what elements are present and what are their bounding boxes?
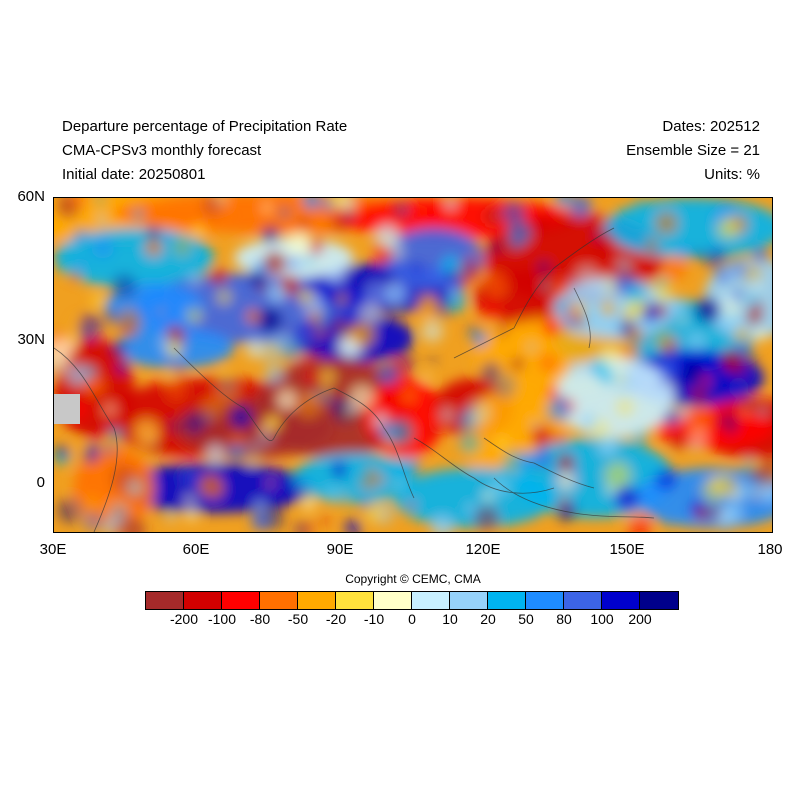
model-name: CMA-CPSv3 monthly forecast xyxy=(62,142,262,159)
colorbar-box xyxy=(184,592,222,609)
colorbar-tick-label: -200 xyxy=(169,611,199,627)
ensemble-size: Ensemble Size = 21 xyxy=(626,142,760,159)
colorbar-box xyxy=(526,592,564,609)
header-right: Dates: 202512 Ensemble Size = 21 Units: … xyxy=(626,115,760,187)
initial-date: Initial date: 20250801 xyxy=(62,166,206,183)
colorbar-box xyxy=(374,592,412,609)
forecast-dates: Dates: 202512 xyxy=(662,118,760,135)
colorbar-box xyxy=(260,592,298,609)
lat-label-30n: 30N xyxy=(17,331,45,348)
lon-label-120e: 120E xyxy=(465,541,501,558)
colorbar-tick-label: 50 xyxy=(518,611,534,627)
lon-label-30e: 30E xyxy=(39,541,67,558)
anomaly-field xyxy=(54,198,772,532)
colorbar-tick-label: 0 xyxy=(408,611,416,627)
precipitation-map xyxy=(53,197,773,533)
lat-label-0: 0 xyxy=(36,474,45,491)
colorbar-tick-label: 80 xyxy=(556,611,572,627)
colorbar-tick-label: -50 xyxy=(287,611,309,627)
lon-label-180: 180 xyxy=(757,541,783,558)
colorbar-box xyxy=(488,592,526,609)
colorbar-tick-label: -20 xyxy=(325,611,347,627)
colorbar-tick-label: 10 xyxy=(442,611,458,627)
colorbar-box xyxy=(450,592,488,609)
colorbar-box xyxy=(564,592,602,609)
colorbar-tick-label: -80 xyxy=(249,611,271,627)
colorbar xyxy=(145,591,679,610)
lon-label-60e: 60E xyxy=(182,541,210,558)
colorbar-box xyxy=(640,592,678,609)
chart-title: Departure percentage of Precipitation Ra… xyxy=(62,118,348,135)
colorbar-tick-label: 20 xyxy=(480,611,496,627)
colorbar-box xyxy=(298,592,336,609)
colorbar-tick-label: -100 xyxy=(207,611,237,627)
colorbar-box xyxy=(222,592,260,609)
colorbar-box xyxy=(146,592,184,609)
colorbar-box xyxy=(412,592,450,609)
copyright-notice: Copyright © CEMC, CMA xyxy=(345,572,481,586)
colorbar-tick-label: 200 xyxy=(628,611,652,627)
colorbar-tick-label: -10 xyxy=(363,611,385,627)
colorbar-tick-label: 100 xyxy=(590,611,614,627)
colorbar-box xyxy=(602,592,640,609)
lon-label-150e: 150E xyxy=(609,541,645,558)
header-left: Departure percentage of Precipitation Ra… xyxy=(62,115,347,187)
lon-label-90e: 90E xyxy=(326,541,354,558)
units-label: Units: % xyxy=(704,166,760,183)
colorbar-box xyxy=(336,592,374,609)
lat-label-60n: 60N xyxy=(17,188,45,205)
